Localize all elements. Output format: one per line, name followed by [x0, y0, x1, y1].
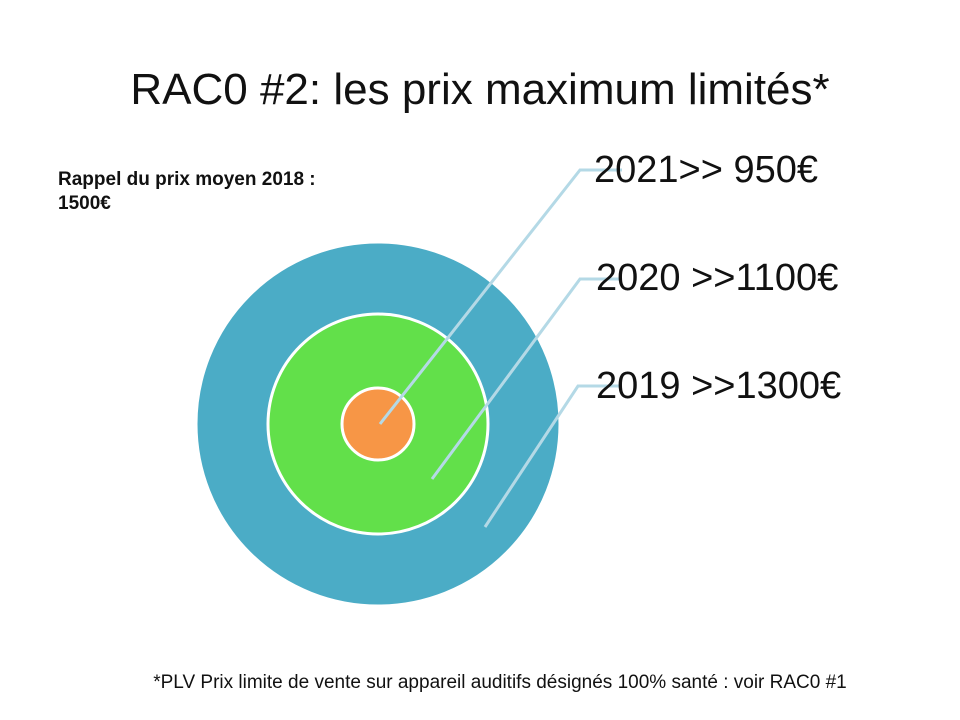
average-price-recall: Rappel du prix moyen 2018 : 1500€	[58, 168, 428, 216]
label-2021: 2021>> 950€	[594, 149, 819, 191]
label-2020: 2020 >>1100€	[596, 257, 839, 299]
label-2019: 2019 >>1300€	[596, 365, 842, 407]
footnote: *PLV Prix limite de vente sur appareil a…	[0, 670, 960, 696]
ring-2021	[340, 386, 416, 462]
callout-line-2021	[378, 168, 622, 425]
average-price-recall-label: Rappel du prix moyen 2018 :	[58, 169, 316, 190]
slide-title: RAC0 #2: les prix maximum limités*	[130, 65, 830, 114]
callout-line-2020	[430, 277, 622, 480]
footnote-text: *PLV Prix limite de vente sur appareil a…	[153, 672, 847, 693]
average-price-recall-value: 1500€	[58, 193, 111, 214]
callout-line-2019	[483, 384, 622, 528]
